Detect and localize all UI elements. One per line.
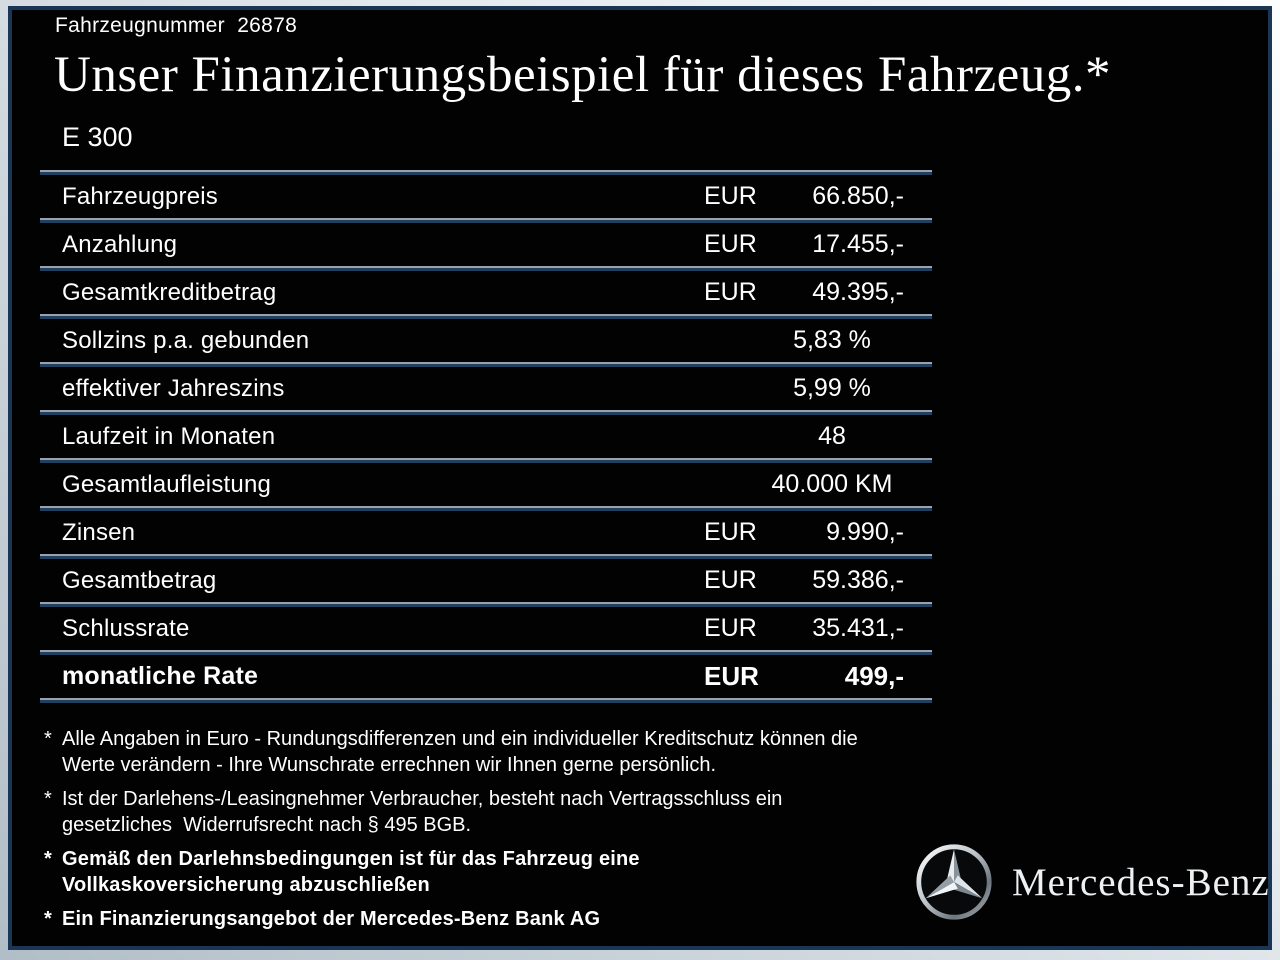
amount-value: 499,- [844,661,904,691]
amount-value: 9.990,- [826,518,904,546]
table-row: Zinsen EUR 9.990,- [40,511,932,554]
footnote-line: Ein Finanzierungsangebot der Mercedes-Be… [62,908,601,930]
amount-value: 49.395,- [812,278,904,306]
table-row: Schlussrate EUR 35.431,- [40,607,932,650]
table-row: Gesamtlaufleistung 40.000 KM [40,463,932,506]
table-divider [40,650,932,655]
currency-label: EUR [704,661,759,691]
table-row: monatliche Rate EUR 499,- [40,655,932,698]
row-value: EUR 9.990,- [704,518,904,547]
table-divider [40,506,932,511]
row-value: EUR 499,- [704,661,904,692]
footnote-line: Vollkaskoversicherung abzuschließen [62,874,430,896]
row-label: effektiver Jahreszins [62,374,285,402]
page-title: Unser Finanzierungsbeispiel für dieses F… [54,47,1111,103]
financing-sheet: Fahrzeugnummer 26878 Unser Finanzierungs… [8,6,1272,950]
amount-value: 59.386,- [812,566,904,594]
row-value: EUR 59.386,- [704,566,904,595]
footnote-line: Alle Angaben in Euro - Rundungsdifferenz… [62,728,858,750]
currency-label: EUR [704,182,757,210]
financing-table: Fahrzeugpreis EUR 66.850,- Anzahlung EUR 17.4… [40,170,932,703]
currency-label: EUR [704,614,757,642]
row-label: Fahrzeugpreis [62,182,219,210]
footnote-text: Ist der Darlehens-/Leasingnehmer Verbrau… [62,786,954,838]
table-divider [40,218,932,223]
row-label: Schlussrate [62,614,190,642]
row-value: EUR 35.431,- [704,614,904,643]
table-divider [40,362,932,367]
brand-logo: Mercedes-Benz [914,842,1270,922]
table-row: effektiver Jahreszins 5,99 % [40,367,932,410]
brand-name: Mercedes-Benz [1012,860,1270,904]
footnote-text: Gemäß den Darlehnsbedingungen ist für da… [62,846,954,898]
table-row: Gesamtbetrag EUR 59.386,- [40,559,932,602]
footnotes: * Alle Angaben in Euro - Rundungsdifferen… [44,726,954,940]
row-label: Laufzeit in Monaten [62,422,276,450]
vehicle-number: Fahrzeugnummer 26878 [55,14,298,37]
footnote: * Ist der Darlehens-/Leasingnehmer Verbra… [44,786,954,838]
table-divider [40,410,932,415]
footnote-text: Alle Angaben in Euro - Rundungsdifferenz… [62,726,954,778]
footnote-line: gesetzliches Widerrufsrecht nach § 495 B… [62,814,472,836]
table-row: Gesamtkreditbetrag EUR 49.395,- [40,271,932,314]
row-label: Sollzins p.a. gebunden [62,326,310,354]
footnote-marker: * [44,848,52,870]
table-row: Sollzins p.a. gebunden 5,83 % [40,319,932,362]
row-value: EUR 66.850,- [704,182,904,211]
footnote-line: Gemäß den Darlehnsbedingungen ist für da… [62,848,640,870]
footnote: * Gemäß den Darlehnsbedingungen ist für d… [44,846,954,898]
footnote-marker: * [44,788,52,810]
row-label: Gesamtbetrag [62,566,217,594]
footnote-line: Werte verändern - Ihre Wunschrate errech… [62,754,717,776]
footnote: * Alle Angaben in Euro - Rundungsdifferen… [44,726,954,778]
amount-value: 17.455,- [812,230,904,258]
mercedes-star-icon [916,844,992,920]
row-value: EUR 49.395,- [704,278,904,307]
table-divider [40,314,932,319]
table-row: Laufzeit in Monaten 48 [40,415,932,458]
row-value: 5,99 % [793,374,871,402]
row-label: Zinsen [62,518,136,546]
table-divider [40,698,932,703]
amount-value: 35.431,- [812,614,904,642]
row-value: 5,83 % [793,326,871,354]
row-label: monatliche Rate [62,662,259,690]
vehicle-model: E 300 [62,122,133,152]
row-label: Gesamtlaufleistung [62,470,272,498]
table-divider [40,170,932,175]
table-divider [40,458,932,463]
currency-label: EUR [704,230,757,258]
table-row: Anzahlung EUR 17.455,- [40,223,932,266]
row-value: 40.000 KM [771,470,893,498]
currency-label: EUR [704,278,757,306]
row-label: Anzahlung [62,230,178,258]
row-value: 48 [818,422,846,450]
currency-label: EUR [704,566,757,594]
row-value: EUR 17.455,- [704,230,904,259]
footnote: * Ein Finanzierungsangebot der Mercedes-B… [44,906,954,932]
table-divider [40,266,932,271]
row-label: Gesamtkreditbetrag [62,278,277,306]
amount-value: 66.850,- [812,182,904,210]
table-row: Fahrzeugpreis EUR 66.850,- [40,175,932,218]
table-divider [40,554,932,559]
footnote-marker: * [44,728,52,750]
currency-label: EUR [704,518,757,546]
footnote-line: Ist der Darlehens-/Leasingnehmer Verbrau… [62,788,783,810]
table-divider [40,602,932,607]
footnote-marker: * [44,908,52,930]
footnote-text: Ein Finanzierungsangebot der Mercedes-Be… [62,906,954,932]
